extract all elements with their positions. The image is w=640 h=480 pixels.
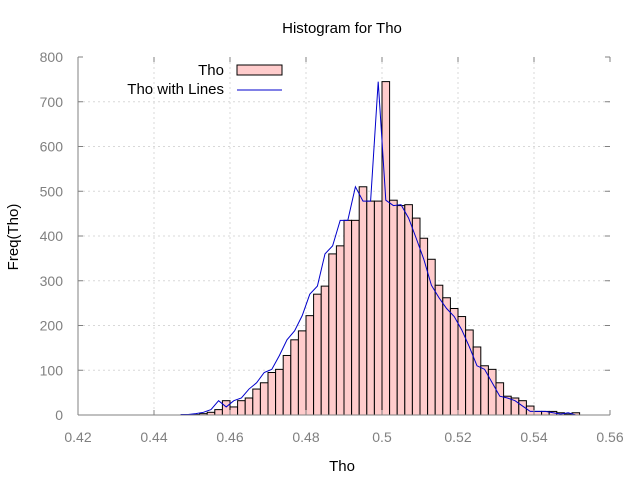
histogram-bar [373,200,383,416]
histogram-bar [252,388,261,416]
x-tick-label: 0.46 [216,429,243,445]
y-tick-label: 800 [40,49,64,65]
y-tick-label: 200 [40,318,64,334]
histogram-bar [305,315,315,416]
x-tick-label: 0.42 [64,429,91,445]
histogram-bar [449,307,459,416]
histogram-bar [411,217,421,416]
histogram-bar [434,284,444,416]
histogram-bar [366,200,375,416]
series-line-tho-with-lines [180,81,584,416]
legend-swatch-tho [236,64,283,76]
legend-label-tho-with-lines: Tho with Lines [127,81,224,98]
y-tick-label: 700 [40,94,64,110]
histogram-bars [183,81,581,416]
histogram-bar [427,258,436,416]
y-tick-label: 600 [40,139,64,155]
histogram-bar [328,253,337,416]
histogram-bar [351,219,360,416]
line-series [180,81,584,416]
axes [77,56,611,416]
histogram-bar [282,354,292,416]
x-tick-label: 0.44 [140,429,167,445]
histogram-bar [358,186,368,416]
x-tick-label: 0.52 [444,429,471,445]
histogram-bar [221,400,231,416]
histogram-bar [229,406,239,416]
y-tick-label: 100 [40,362,64,378]
histogram-bar [343,219,353,416]
histogram-bar [259,382,269,416]
histogram-bar [267,371,277,416]
histogram-bar [457,316,467,416]
histogram-bar [533,410,543,416]
histogram-bar [419,237,429,416]
histogram-bar [442,297,451,416]
tick-labels: 0.42 0.44 0.46 0.48 0.5 0.52 0.54 0.56 0 100 200 30… [40,49,624,445]
histogram-bar [237,400,246,416]
histogram-bar [320,285,330,416]
histogram-bar [335,245,345,416]
histogram-bar [472,346,482,416]
y-tick-label: 400 [40,228,64,244]
histogram-bar [297,330,307,416]
histogram-bar [487,368,497,416]
x-tick-label: 0.48 [292,429,319,445]
y-axis-label: Freq(Tho) [5,204,22,271]
chart-title: Histogram for Tho [282,20,402,37]
y-tick-label: 300 [40,273,64,289]
histogram-bar [525,405,535,416]
y-tick-label: 500 [40,183,64,199]
histogram-bar [244,397,254,416]
histogram-bar [275,368,284,416]
legend: Tho Tho with Lines [127,62,283,98]
histogram-bar [404,204,413,416]
x-axis-label: Tho [329,458,355,475]
y-tick-label: 0 [55,407,63,423]
histogram-bar [495,382,505,416]
histogram-bar [381,81,391,416]
x-tick-label: 0.54 [520,429,547,445]
histogram-bar [313,293,322,416]
histogram-bar [389,199,398,416]
histogram-bar [396,205,406,416]
histogram-bar [214,409,223,416]
legend-label-tho: Tho [198,62,224,79]
x-tick-label: 0.5 [372,429,392,445]
histogram-bar [290,339,299,416]
histogram-bar [465,329,474,416]
x-tick-label: 0.56 [596,429,623,445]
